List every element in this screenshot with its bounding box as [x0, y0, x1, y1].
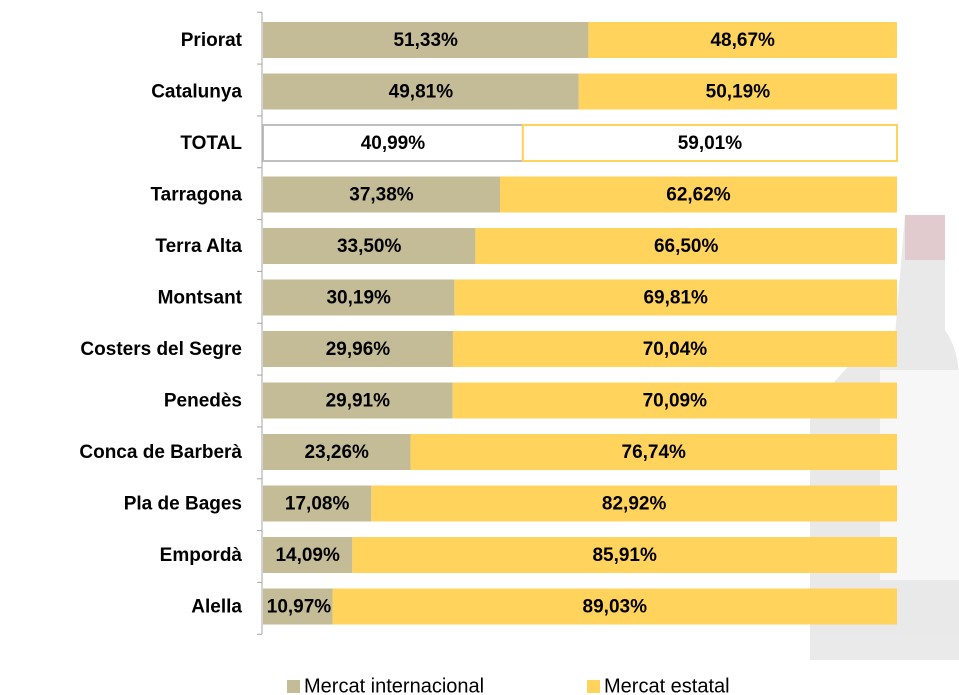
bar-segment — [263, 331, 453, 367]
bar-segment — [263, 537, 353, 573]
legend-swatch — [287, 680, 300, 693]
data-label: 70,04% — [643, 339, 708, 360]
data-label: 76,74% — [622, 442, 687, 463]
data-label: 70,09% — [643, 391, 708, 412]
data-label: 50,19% — [706, 82, 771, 103]
bar-segment — [263, 279, 455, 316]
bar-segment — [352, 537, 898, 573]
data-label: 82,92% — [602, 494, 667, 515]
bar-segment — [588, 22, 897, 58]
bar-segment — [263, 588, 333, 625]
data-label: 23,26% — [305, 442, 370, 463]
category-label: TOTAL — [180, 133, 242, 154]
bar-segment — [475, 228, 897, 264]
category-label: Pla de Bages — [124, 494, 242, 515]
bar-segment — [263, 434, 411, 470]
data-label: 33,50% — [337, 236, 402, 257]
category-label: Terra Alta — [155, 236, 242, 257]
category-label: Catalunya — [151, 82, 242, 103]
bar-segment — [263, 228, 476, 264]
category-label: Alella — [191, 597, 242, 618]
data-label: 89,03% — [583, 597, 648, 618]
data-label: 10,97% — [267, 597, 332, 618]
bar-segment — [521, 124, 898, 162]
data-label: 59,01% — [678, 133, 743, 154]
bar-segment — [410, 434, 897, 470]
bar-segment — [499, 176, 897, 213]
data-label: 40,99% — [361, 133, 426, 154]
bar-segment — [263, 73, 579, 110]
plot-area: Priorat 51,33% 48,67% Catalunya 49,81% 50,19%… — [79, 11, 898, 635]
data-label: 29,91% — [326, 391, 391, 412]
data-label: 30,19% — [326, 288, 391, 309]
bar-segment — [263, 22, 589, 58]
bar-segment — [263, 485, 372, 522]
bar-segment — [263, 382, 453, 419]
category-label: Empordà — [160, 545, 243, 566]
data-label: 69,81% — [643, 288, 708, 309]
bar-segment — [332, 588, 897, 625]
data-label: 51,33% — [393, 30, 458, 51]
legend-label: Mercat estatal — [604, 675, 730, 695]
legend: Mercat internacional Mercat estatal — [287, 675, 730, 695]
category-label: Conca de Barberà — [79, 442, 242, 463]
data-label: 49,81% — [389, 82, 454, 103]
data-label: 29,96% — [326, 339, 391, 360]
bar-segment — [371, 485, 897, 522]
data-label: 37,38% — [349, 185, 414, 206]
data-label: 48,67% — [710, 30, 775, 51]
data-label: 66,50% — [654, 236, 719, 257]
category-label: Costers del Segre — [80, 339, 242, 360]
category-label: Priorat — [181, 30, 243, 51]
category-label: Tarragona — [150, 185, 242, 206]
data-label: 17,08% — [285, 494, 350, 515]
data-label: 85,91% — [592, 545, 657, 566]
legend-swatch — [587, 680, 600, 693]
bar-segment — [578, 73, 897, 110]
bar-segment — [454, 279, 897, 316]
data-label: 14,09% — [275, 545, 340, 566]
category-label: Penedès — [164, 391, 242, 412]
category-label: Montsant — [158, 288, 243, 309]
bar-segment — [452, 331, 897, 367]
bar-segment — [263, 176, 500, 213]
legend-label: Mercat internacional — [304, 675, 484, 695]
data-label: 62,62% — [666, 185, 731, 206]
bar-segment — [452, 382, 897, 419]
